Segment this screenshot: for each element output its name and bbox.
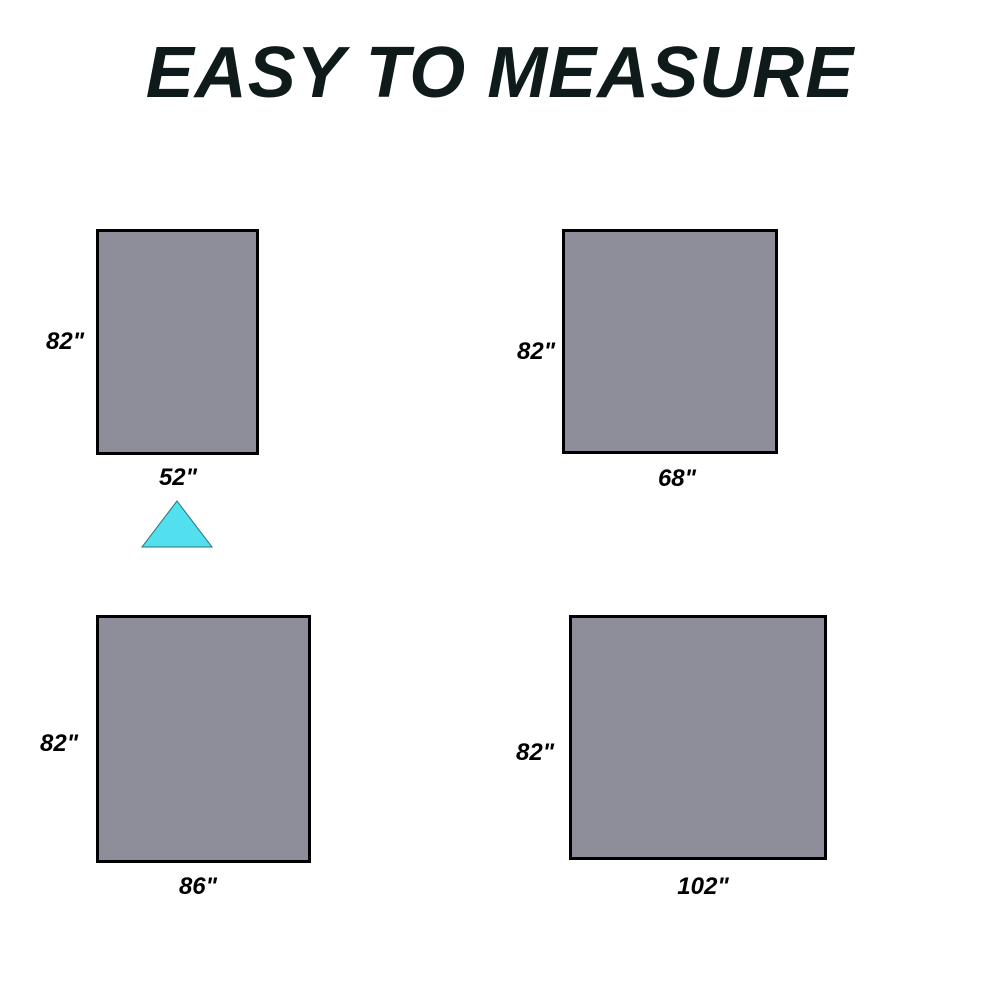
height-label-102: 82"	[516, 739, 555, 766]
page-title: EASY TO MEASURE	[145, 33, 855, 113]
curtain-panel-68	[562, 229, 778, 454]
curtain-panel-86	[96, 615, 311, 863]
height-label-68: 82"	[517, 338, 556, 365]
curtain-panel-52	[96, 229, 259, 455]
width-label-86: 86"	[178, 873, 218, 900]
width-label-52: 52"	[158, 464, 198, 491]
triangle-up-icon	[141, 500, 213, 548]
height-label-52: 82"	[46, 328, 85, 355]
width-label-68: 68"	[657, 465, 697, 492]
height-label-86: 82"	[40, 730, 79, 757]
width-label-102: 102"	[677, 873, 729, 900]
curtain-panel-102	[569, 615, 827, 860]
